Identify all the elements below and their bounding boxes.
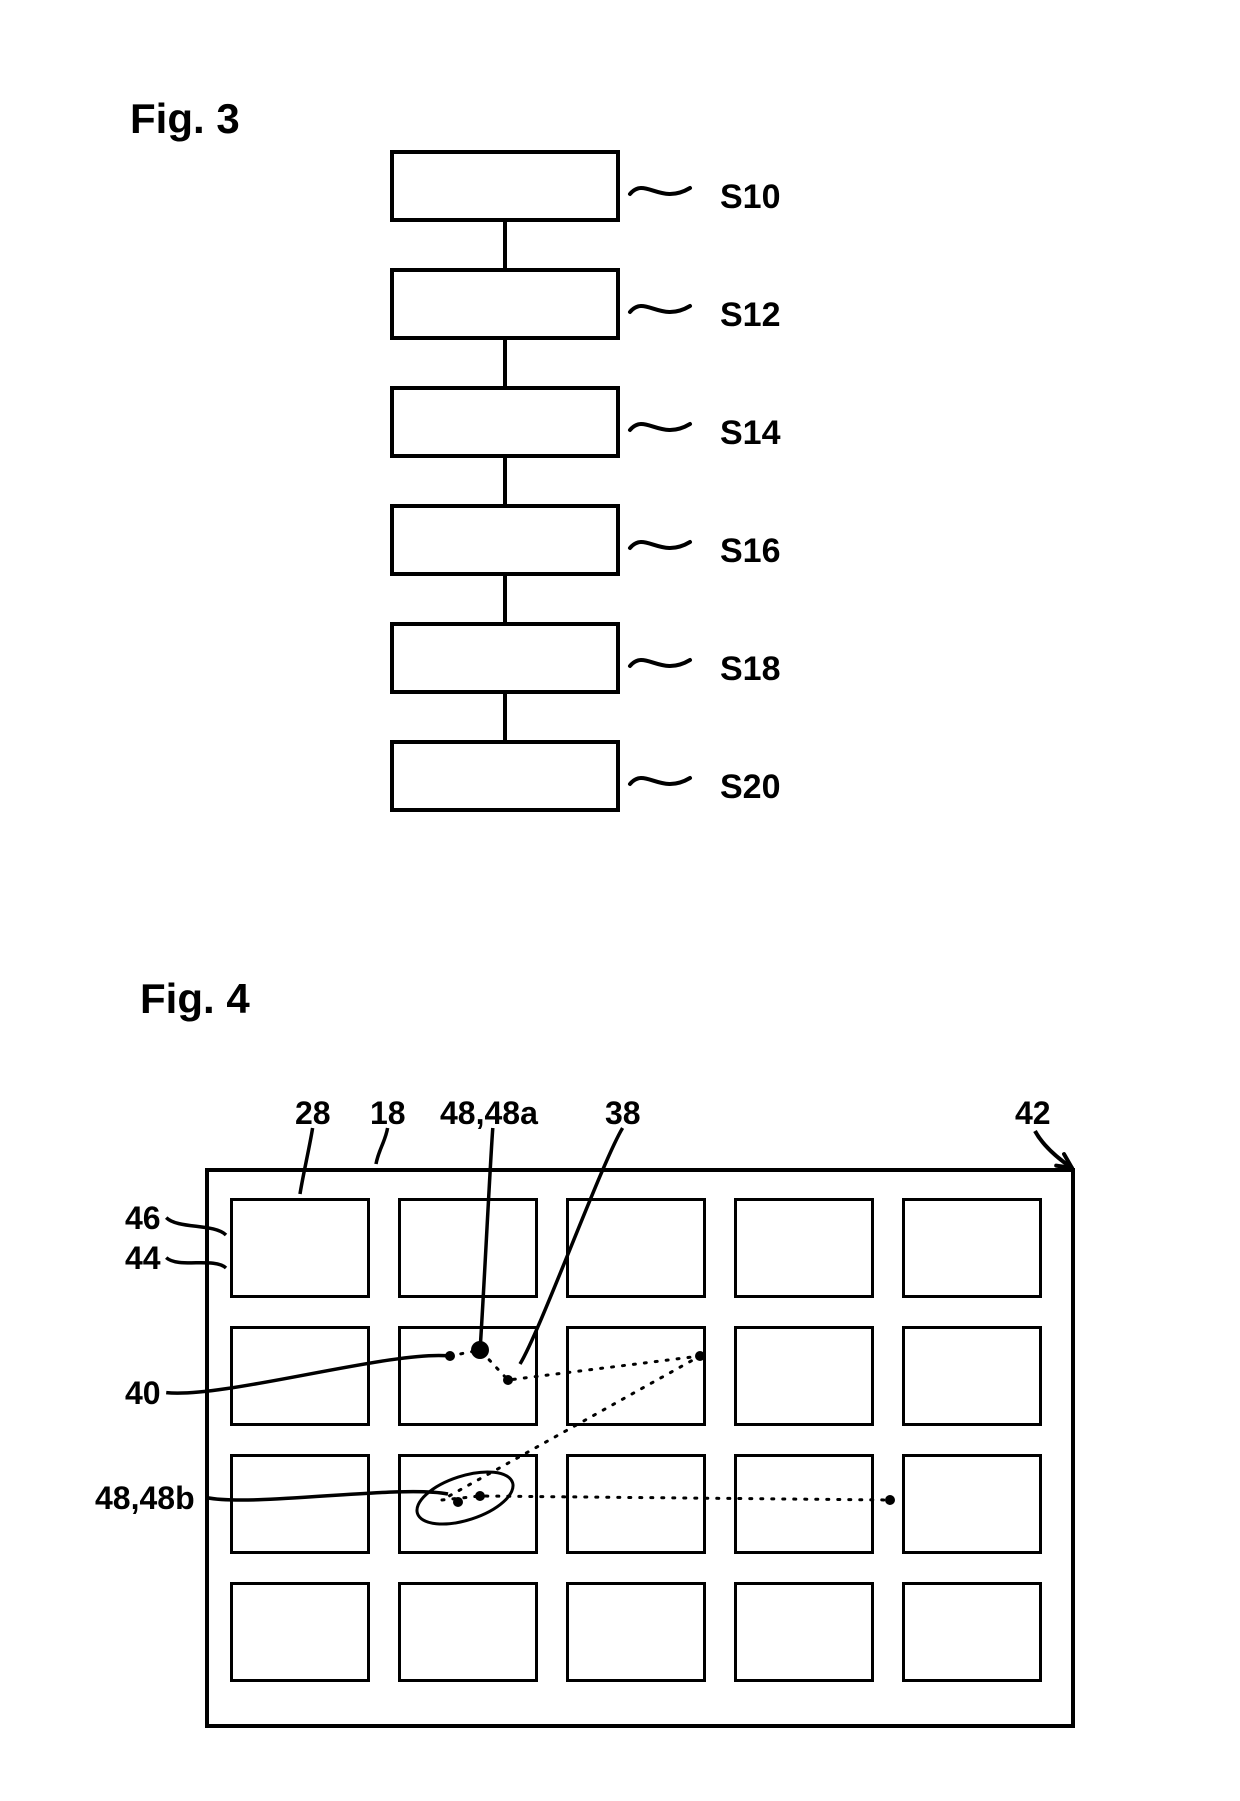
ref-label: 18 (370, 1095, 406, 1132)
flow-step (390, 386, 620, 458)
grid-cell (398, 1582, 538, 1682)
grid-cell (398, 1326, 538, 1426)
flow-step-label: S18 (720, 650, 781, 689)
grid-cell (398, 1198, 538, 1298)
flow-step (390, 150, 620, 222)
ref-label: 48,48a (440, 1095, 538, 1132)
ref-label: 40 (125, 1375, 161, 1412)
ref-label: 28 (295, 1095, 331, 1132)
grid-cell (734, 1326, 874, 1426)
grid-cell (566, 1326, 706, 1426)
fig3-title: Fig. 3 (130, 95, 240, 143)
grid-cell (902, 1198, 1042, 1298)
ref-label: 44 (125, 1240, 161, 1277)
flow-step (390, 504, 620, 576)
flow-connector (503, 576, 507, 622)
flow-connector (503, 222, 507, 268)
grid-cell (566, 1198, 706, 1298)
grid-cell (902, 1454, 1042, 1554)
flow-step-label: S12 (720, 296, 781, 335)
flow-step-label: S16 (720, 532, 781, 571)
grid-cell (230, 1454, 370, 1554)
grid-cell (734, 1582, 874, 1682)
grid-cell (902, 1326, 1042, 1426)
grid-cell (566, 1454, 706, 1554)
flow-step-label: S10 (720, 178, 781, 217)
flow-step (390, 740, 620, 812)
grid-cell (230, 1326, 370, 1426)
ref-label: 38 (605, 1095, 641, 1132)
flow-step (390, 268, 620, 340)
grid-cell (734, 1198, 874, 1298)
ref-label: 46 (125, 1200, 161, 1237)
grid-cell (398, 1454, 538, 1554)
flow-step (390, 622, 620, 694)
flow-connector (503, 340, 507, 386)
flow-connector (503, 458, 507, 504)
grid-cell (566, 1582, 706, 1682)
flow-step-label: S20 (720, 768, 781, 807)
grid-cell (230, 1198, 370, 1298)
flow-step-label: S14 (720, 414, 781, 453)
fig4-title: Fig. 4 (140, 975, 250, 1023)
grid-cell (230, 1582, 370, 1682)
flow-connector (503, 694, 507, 740)
grid-cell (734, 1454, 874, 1554)
page: Fig. 3 Fig. 4 S10 S12 S14 S16 S18 S20 28 18 48,4… (0, 0, 1240, 1801)
ref-label: 42 (1015, 1095, 1051, 1132)
grid-cell (902, 1582, 1042, 1682)
ref-label: 48,48b (95, 1480, 195, 1517)
